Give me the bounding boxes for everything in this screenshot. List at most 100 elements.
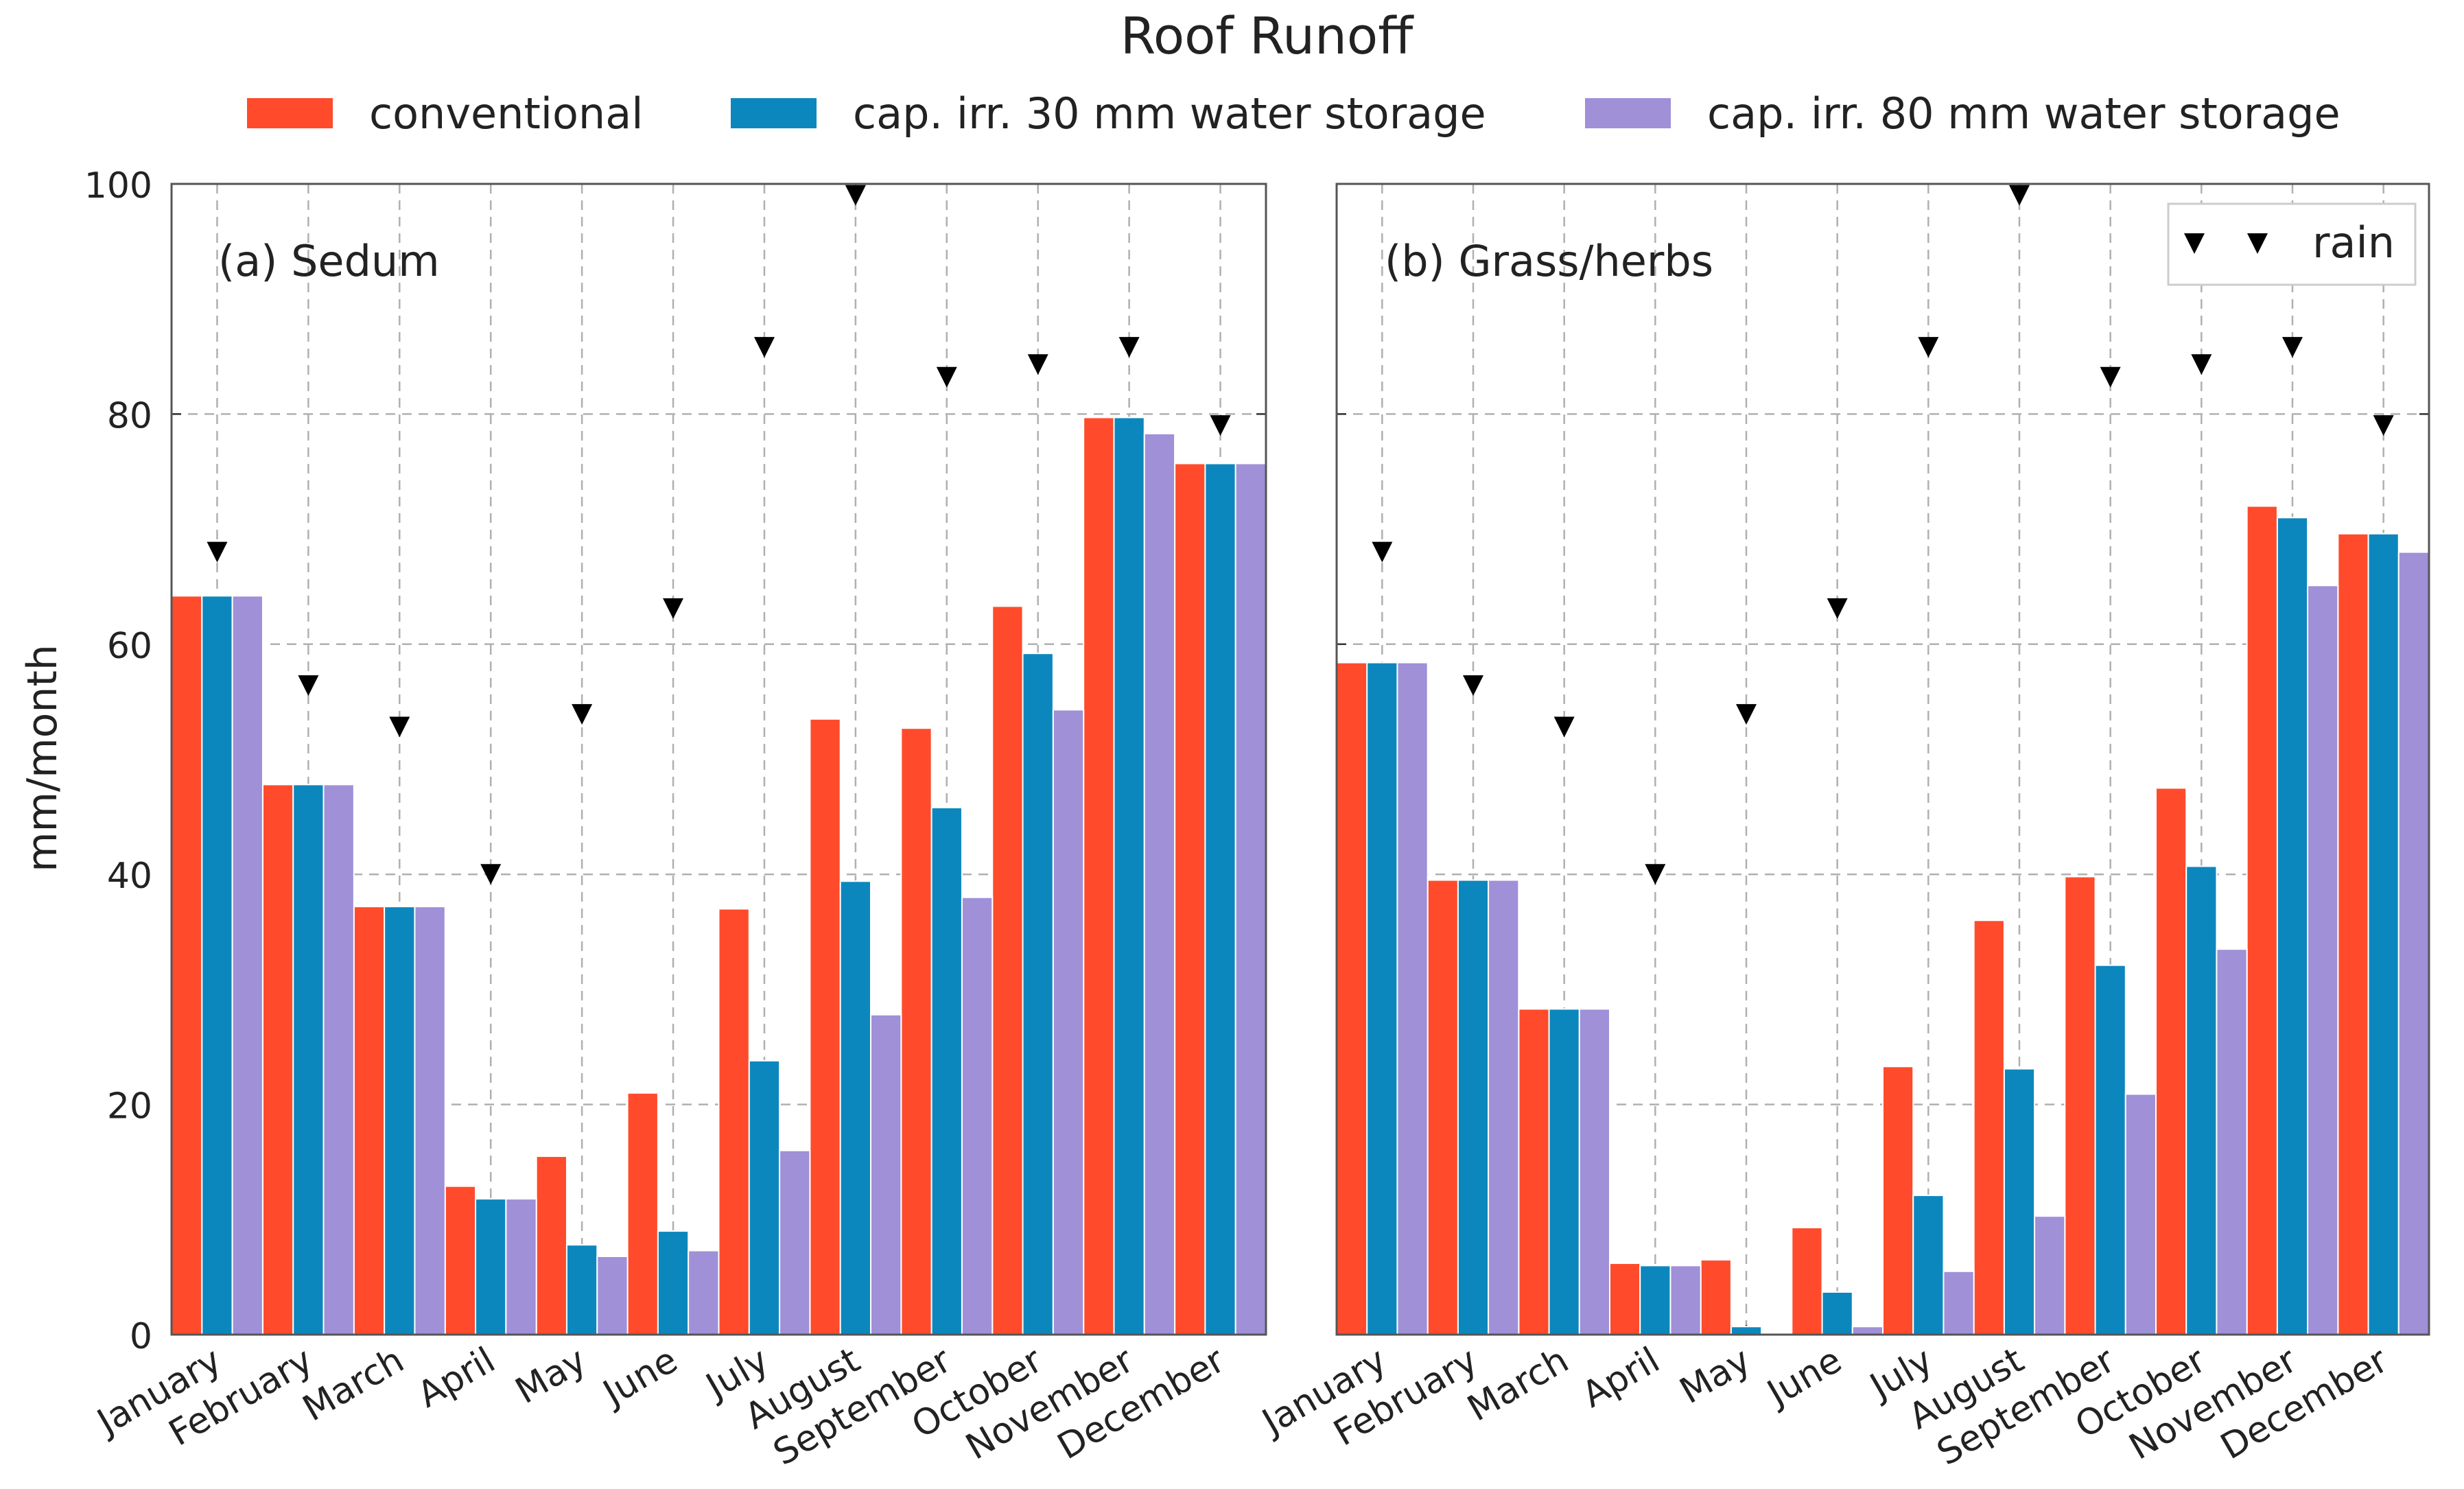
x-tick-label-april: April bbox=[411, 1339, 502, 1416]
x-tick-label-may: May bbox=[509, 1339, 594, 1412]
y-tick-label-0: 0 bbox=[130, 1316, 152, 1357]
bar-cap-irr-80-mm-water-storage-july bbox=[779, 1149, 811, 1336]
bar-conventional-august bbox=[809, 718, 841, 1336]
bar-cap-irr-80-mm-water-storage-july bbox=[1943, 1270, 1975, 1336]
bar-conventional-march bbox=[353, 906, 386, 1335]
rain-legend-box bbox=[2167, 202, 2417, 286]
rain-marker-september bbox=[936, 366, 957, 388]
y-tick-label-40: 40 bbox=[107, 856, 152, 897]
bar-cap-irr-80-mm-water-storage-august bbox=[870, 1013, 902, 1335]
bar-cap-irr-30-mm-water-storage-march bbox=[1548, 1008, 1580, 1336]
bar-cap-irr-30-mm-water-storage-september bbox=[930, 806, 963, 1335]
bar-cap-irr-30-mm-water-storage-august bbox=[2003, 1068, 2036, 1336]
rain-marker-november bbox=[2282, 337, 2303, 358]
bar-conventional-december bbox=[2337, 532, 2369, 1335]
bar-conventional-may bbox=[1700, 1258, 1732, 1335]
bar-cap-irr-30-mm-water-storage-december bbox=[1204, 462, 1236, 1335]
bar-cap-irr-80-mm-water-storage-march bbox=[414, 906, 446, 1335]
bar-cap-irr-30-mm-water-storage-may bbox=[565, 1244, 598, 1335]
rain-marker-march bbox=[389, 716, 410, 738]
bar-cap-irr-80-mm-water-storage-june bbox=[1851, 1326, 1884, 1335]
bar-cap-irr-80-mm-water-storage-november bbox=[1143, 432, 1176, 1335]
y-tick-label-60: 60 bbox=[107, 626, 152, 667]
legend-label-cap-irr-30-mm-water-storage: cap. irr. 30 mm water storage bbox=[853, 89, 1486, 139]
y-tick-label-80: 80 bbox=[107, 395, 152, 436]
bar-cap-irr-80-mm-water-storage-january bbox=[231, 595, 263, 1336]
legend-label-conventional: conventional bbox=[369, 89, 643, 139]
rain-marker-march bbox=[1553, 716, 1575, 738]
bar-conventional-april bbox=[1609, 1263, 1641, 1335]
bar-conventional-january bbox=[171, 595, 203, 1336]
rain-marker-august bbox=[2009, 185, 2030, 206]
bar-conventional-february bbox=[261, 784, 294, 1336]
rain-marker-october bbox=[1027, 354, 1048, 375]
legend-swatch-cap-irr-80-mm-water-storage bbox=[1585, 98, 1671, 128]
bar-cap-irr-80-mm-water-storage-september bbox=[2124, 1093, 2157, 1335]
bar-cap-irr-80-mm-water-storage-april bbox=[505, 1198, 537, 1336]
panel-label: (b) Grass/herbs bbox=[1385, 236, 1713, 286]
rain-marker-may bbox=[572, 704, 593, 725]
bar-cap-irr-30-mm-water-storage-december bbox=[2367, 532, 2400, 1335]
bar-cap-irr-80-mm-water-storage-march bbox=[1578, 1008, 1611, 1336]
bar-cap-irr-80-mm-water-storage-november bbox=[2307, 585, 2339, 1336]
bar-cap-irr-30-mm-water-storage-october bbox=[1022, 653, 1054, 1335]
bar-conventional-june bbox=[626, 1092, 659, 1335]
plot-frame bbox=[170, 183, 1267, 1336]
rain-legend-marker-2 bbox=[2247, 233, 2268, 254]
bar-cap-irr-30-mm-water-storage-february bbox=[1457, 879, 1490, 1335]
bar-cap-irr-30-mm-water-storage-february bbox=[292, 784, 325, 1336]
bar-cap-irr-30-mm-water-storage-may bbox=[1730, 1326, 1763, 1335]
rain-marker-july bbox=[1918, 337, 1939, 358]
rain-marker-september bbox=[2100, 366, 2121, 388]
bar-cap-irr-30-mm-water-storage-june bbox=[1821, 1291, 1853, 1336]
bar-cap-irr-80-mm-water-storage-may bbox=[596, 1255, 629, 1335]
bar-cap-irr-80-mm-water-storage-october bbox=[1052, 709, 1085, 1336]
plot-frame bbox=[1335, 183, 2430, 1336]
rain-marker-june bbox=[663, 598, 684, 619]
rain-marker-december bbox=[2373, 415, 2394, 436]
bar-conventional-november bbox=[1083, 417, 1115, 1335]
rain-marker-may bbox=[1736, 704, 1757, 725]
bar-cap-irr-30-mm-water-storage-october bbox=[2185, 865, 2218, 1336]
bar-cap-irr-30-mm-water-storage-november bbox=[2276, 517, 2309, 1336]
bar-conventional-january bbox=[1336, 661, 1368, 1335]
bar-cap-irr-30-mm-water-storage-april bbox=[1639, 1265, 1671, 1336]
bar-cap-irr-30-mm-water-storage-april bbox=[475, 1198, 507, 1336]
legend-label-cap-irr-80-mm-water-storage: cap. irr. 80 mm water storage bbox=[1707, 89, 2340, 139]
panel-label: (a) Sedum bbox=[218, 236, 440, 286]
bar-cap-irr-80-mm-water-storage-december bbox=[2397, 551, 2430, 1335]
x-tick-label-june: June bbox=[1759, 1339, 1849, 1415]
legend-swatch-cap-irr-30-mm-water-storage bbox=[731, 98, 817, 128]
bar-cap-irr-30-mm-water-storage-june bbox=[657, 1230, 690, 1335]
bar-conventional-july bbox=[718, 908, 750, 1335]
bar-cap-irr-30-mm-water-storage-september bbox=[2094, 964, 2126, 1335]
x-tick-label-june: June bbox=[595, 1339, 685, 1415]
y-tick-label-20: 20 bbox=[107, 1086, 152, 1127]
bar-conventional-february bbox=[1427, 879, 1459, 1335]
bar-cap-irr-80-mm-water-storage-april bbox=[1669, 1265, 1702, 1336]
bar-cap-irr-80-mm-water-storage-september bbox=[961, 896, 994, 1335]
bar-cap-irr-30-mm-water-storage-january bbox=[1366, 661, 1398, 1335]
bar-cap-irr-30-mm-water-storage-january bbox=[201, 595, 233, 1336]
rain-marker-april bbox=[1645, 864, 1666, 885]
bar-cap-irr-30-mm-water-storage-july bbox=[748, 1059, 781, 1336]
rain-legend-marker-1 bbox=[2184, 233, 2205, 254]
bar-cap-irr-80-mm-water-storage-december bbox=[1234, 462, 1267, 1335]
x-tick-label-may: May bbox=[1673, 1339, 1757, 1412]
bar-conventional-march bbox=[1518, 1008, 1550, 1336]
bar-conventional-december bbox=[1174, 462, 1206, 1335]
legend-swatch-conventional bbox=[247, 98, 333, 128]
rain-marker-october bbox=[2191, 354, 2212, 375]
rain-marker-june bbox=[1827, 598, 1848, 619]
bar-cap-irr-80-mm-water-storage-june bbox=[688, 1250, 720, 1335]
x-tick-label-april: April bbox=[1575, 1339, 1667, 1416]
x-tick-label-march: March bbox=[1461, 1339, 1575, 1429]
rain-marker-january bbox=[207, 541, 228, 563]
rain-marker-july bbox=[753, 337, 775, 358]
rain-marker-april bbox=[480, 864, 502, 885]
bar-conventional-august bbox=[1973, 919, 2005, 1335]
